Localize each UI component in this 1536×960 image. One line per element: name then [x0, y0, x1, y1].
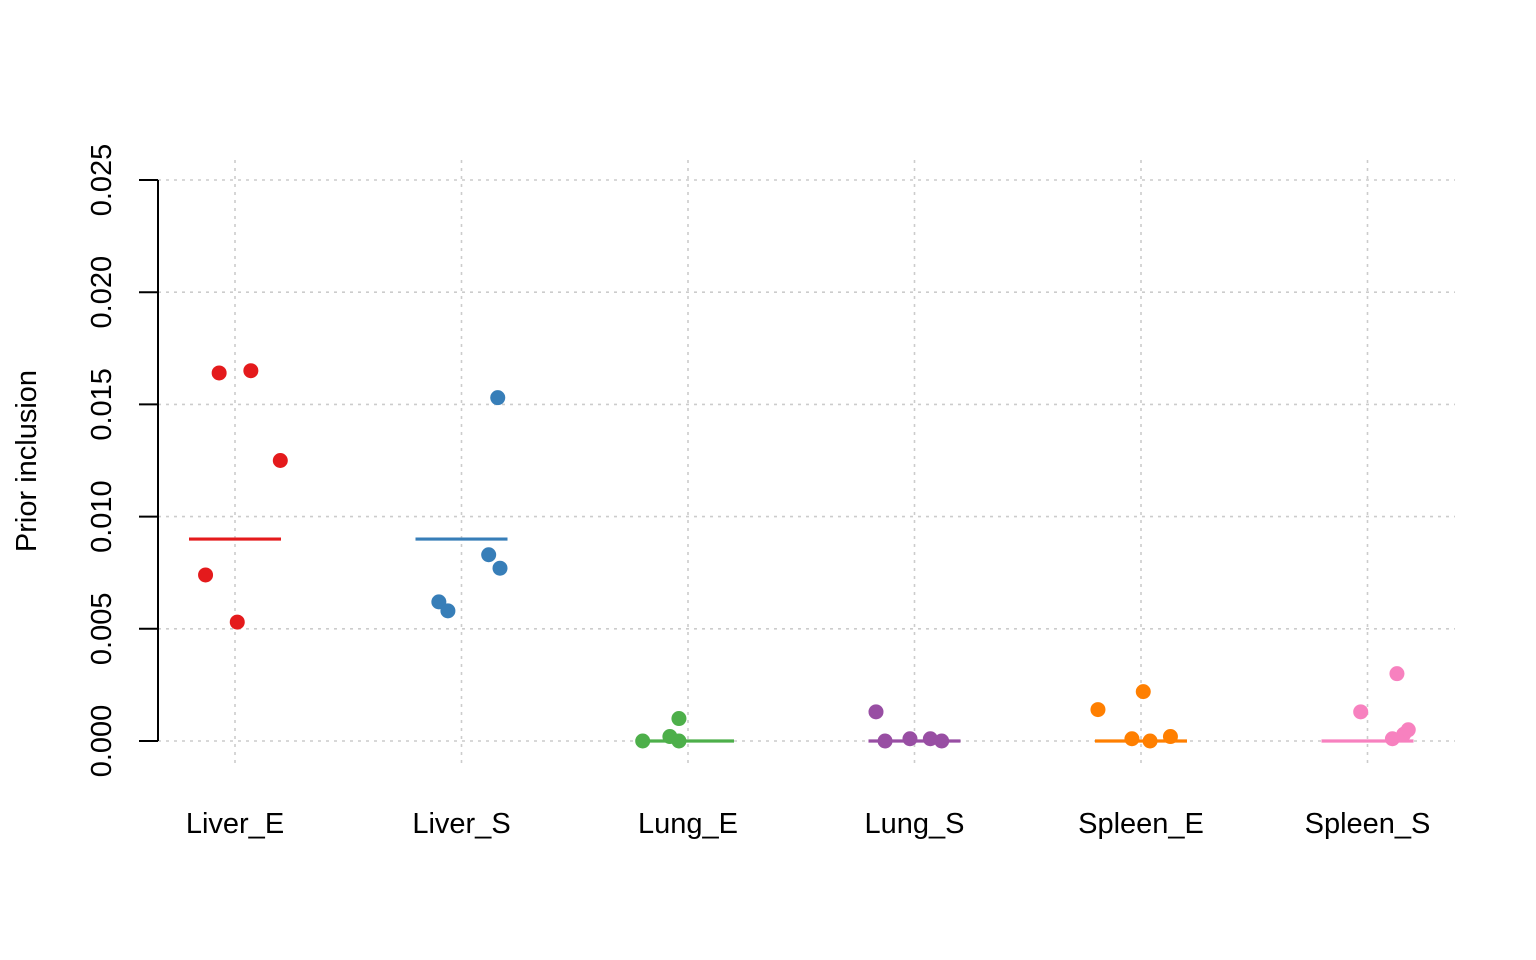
- x-tick-label: Liver_S: [412, 808, 510, 840]
- data-point: [922, 731, 938, 747]
- y-tick-label: 0.000: [86, 705, 118, 778]
- data-point: [671, 711, 687, 727]
- data-point: [198, 567, 214, 583]
- y-tick-label: 0.025: [86, 144, 118, 217]
- data-point: [671, 733, 687, 749]
- data-point: [211, 365, 227, 381]
- data-point: [440, 603, 456, 619]
- data-point: [272, 453, 288, 468]
- x-axis-labels: Liver_E Liver_S Lung_E Lung_S Spleen_E Spleen…: [186, 808, 1431, 840]
- data-point: [1384, 731, 1400, 747]
- y-tick-label: 0.020: [86, 256, 118, 329]
- data-point: [1090, 702, 1106, 718]
- grid-lines: [158, 160, 1455, 768]
- data-point: [1142, 733, 1158, 749]
- x-tick-label: Lung_S: [865, 808, 965, 840]
- data-point: [635, 733, 651, 749]
- data-point: [868, 704, 884, 720]
- data-point: [1124, 731, 1140, 747]
- y-axis-title: Prior inclusion: [11, 370, 43, 552]
- data-point: [1162, 729, 1178, 745]
- x-tick-label: Spleen_E: [1078, 808, 1204, 840]
- data-point: [1389, 666, 1405, 682]
- data-point: [229, 614, 245, 630]
- data-point: [1353, 704, 1369, 720]
- data-point: [492, 560, 508, 576]
- data-point: [1135, 684, 1151, 700]
- data-point: [877, 733, 893, 749]
- data-point: [490, 390, 506, 406]
- data-point: [1400, 722, 1416, 738]
- data-point: [902, 731, 918, 747]
- y-axis: 0.000 0.005 0.010 0.015 0.020 0.025: [86, 144, 159, 778]
- data-point: [934, 733, 950, 749]
- y-tick-label: 0.015: [86, 368, 118, 441]
- median-lines: [189, 537, 1414, 743]
- y-tick-label: 0.010: [86, 480, 118, 553]
- x-tick-label: Liver_E: [186, 808, 284, 840]
- x-tick-label: Spleen_S: [1305, 808, 1431, 840]
- x-tick-label: Lung_E: [638, 808, 738, 840]
- data-point: [243, 363, 259, 379]
- data-point: [481, 547, 497, 563]
- y-tick-label: 0.005: [86, 593, 118, 666]
- data-points: [198, 363, 1416, 749]
